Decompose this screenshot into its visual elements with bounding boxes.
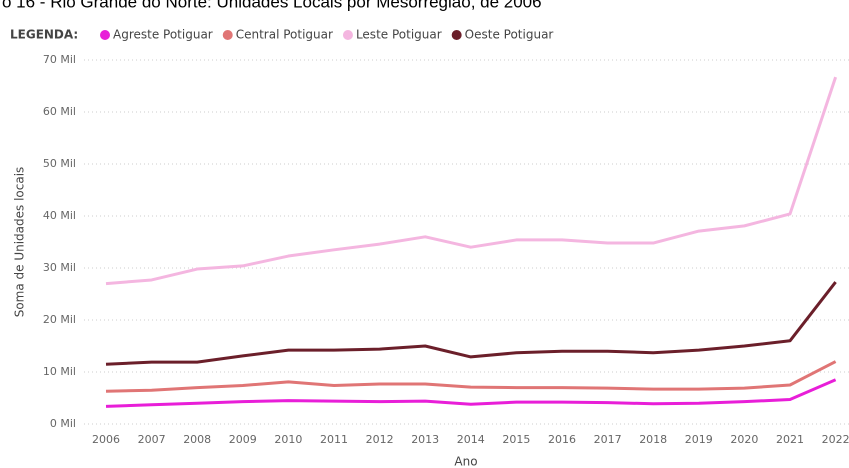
- y-tick-label: 60 Mil: [43, 105, 76, 118]
- chart-title: o 16 - Rio Grande do Norte: Unidades Loc…: [2, 0, 542, 11]
- y-tick-label: 70 Mil: [43, 53, 76, 66]
- legend-label: Leste Potiguar: [356, 28, 442, 42]
- x-tick-label: 2010: [274, 433, 302, 446]
- legend-marker: [451, 30, 462, 40]
- x-tick-label: 2008: [183, 433, 211, 446]
- x-tick-label: 2016: [548, 433, 576, 446]
- series-line: [105, 76, 838, 286]
- x-tick-label: 2014: [457, 433, 485, 446]
- series-line: [105, 281, 837, 366]
- x-tick-label: 2021: [776, 433, 804, 446]
- x-tick-label: 2013: [411, 433, 439, 446]
- x-tick-label: 2018: [639, 433, 667, 446]
- legend-marker: [222, 30, 233, 40]
- x-tick-label: 2011: [320, 433, 348, 446]
- legend-marker: [342, 30, 353, 40]
- legend-title: LEGENDA:: [10, 28, 78, 42]
- y-tick-label: 40 Mil: [43, 209, 76, 222]
- x-tick-label: 2019: [685, 433, 713, 446]
- x-tick-label: 2009: [229, 433, 257, 446]
- y-tick-label: 30 Mil: [43, 261, 76, 274]
- y-tick-label: 10 Mil: [43, 365, 76, 378]
- y-tick-label: 20 Mil: [43, 313, 76, 326]
- y-axis-label: Soma de Unidades locais: [13, 167, 27, 318]
- y-tick-label: 50 Mil: [43, 157, 76, 170]
- legend-label: Central Potiguar: [236, 28, 333, 42]
- x-tick-label: 2006: [92, 433, 120, 446]
- x-tick-label: 2022: [822, 433, 849, 446]
- x-tick-label: 2020: [730, 433, 758, 446]
- y-tick-label: 0 Mil: [50, 417, 76, 430]
- legend-label: Agreste Potiguar: [113, 28, 213, 42]
- x-tick-label: 2015: [502, 433, 530, 446]
- x-tick-label: 2012: [366, 433, 394, 446]
- x-tick-label: 2007: [138, 433, 166, 446]
- series-line: [105, 378, 837, 408]
- x-tick-label: 2017: [594, 433, 622, 446]
- legend-label: Oeste Potiguar: [465, 28, 554, 42]
- legend-marker: [100, 30, 110, 40]
- series-line: [105, 360, 837, 393]
- x-axis-label: Ano: [454, 455, 477, 468]
